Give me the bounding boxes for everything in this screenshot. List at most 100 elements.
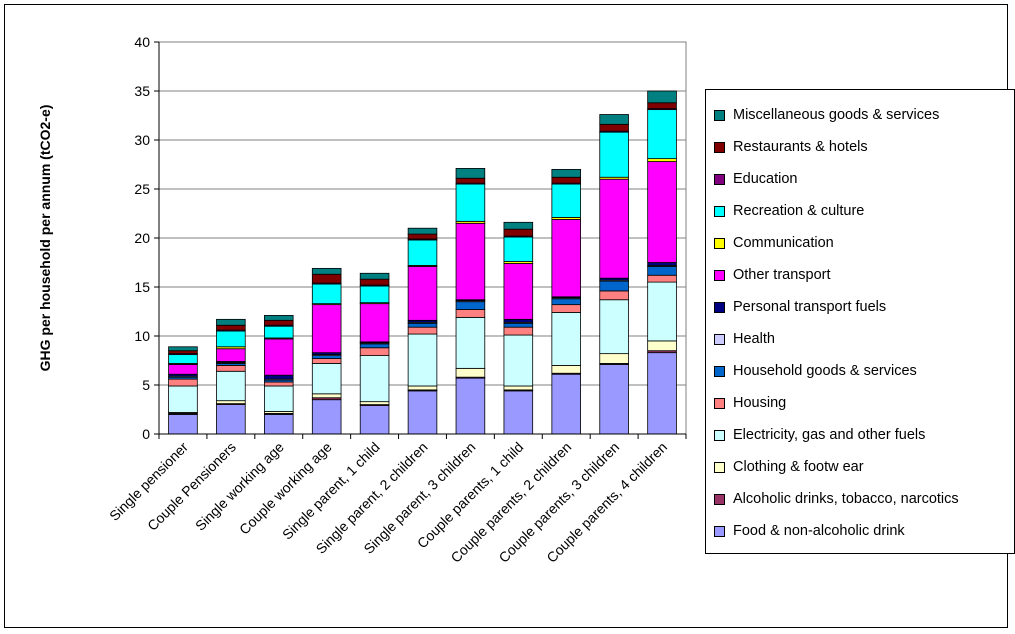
bar-segment bbox=[551, 298, 582, 306]
y-tick-label: 15 bbox=[134, 279, 150, 295]
bar-segment bbox=[407, 239, 438, 266]
bar-segment bbox=[168, 350, 198, 355]
bar-segment bbox=[359, 401, 390, 406]
bar-segment bbox=[168, 413, 198, 435]
legend-label: Housing bbox=[733, 395, 787, 411]
bar-segment bbox=[168, 385, 198, 413]
bar-segment bbox=[599, 114, 629, 125]
bar-segment bbox=[311, 355, 342, 359]
y-tick-label: 35 bbox=[134, 83, 150, 99]
bar-segment bbox=[359, 405, 390, 435]
bar-segment bbox=[455, 222, 486, 301]
legend-label: Restaurants & hotels bbox=[733, 139, 868, 155]
legend-item: Personal transport fuels bbox=[714, 297, 886, 317]
bar-segment bbox=[647, 274, 677, 283]
bar-segment bbox=[168, 364, 198, 375]
bar-stack bbox=[359, 272, 390, 435]
x-tick-label: Single pensioner bbox=[106, 439, 191, 524]
bar-segment bbox=[216, 364, 246, 372]
legend-label: Miscellaneous goods & services bbox=[733, 107, 940, 123]
legend-item: Health bbox=[714, 329, 775, 349]
bar-segment bbox=[455, 316, 486, 369]
bar-segment bbox=[503, 318, 534, 323]
legend-label: Clothing & footw ear bbox=[733, 459, 864, 475]
legend-swatch bbox=[714, 109, 725, 121]
legend-swatch bbox=[714, 493, 725, 505]
bar-segment bbox=[551, 312, 582, 366]
legend-label: Health bbox=[733, 331, 775, 347]
bar-segment bbox=[503, 390, 534, 435]
bar-segment bbox=[263, 374, 294, 380]
bar-segment bbox=[263, 315, 294, 321]
legend-label: Recreation & culture bbox=[733, 203, 865, 219]
legend-item: Miscellaneous goods & services bbox=[714, 105, 939, 125]
legend-label: Other transport bbox=[733, 267, 831, 283]
bar-stack bbox=[216, 318, 246, 435]
legend-label: Communication bbox=[733, 235, 834, 251]
bar-segment bbox=[599, 299, 629, 355]
bar-segment bbox=[503, 322, 534, 328]
legend-item: Education bbox=[714, 169, 798, 189]
legend-swatch bbox=[714, 525, 725, 537]
bar-segment bbox=[647, 340, 677, 352]
bar-segment bbox=[455, 301, 486, 310]
bar-segment bbox=[216, 400, 246, 405]
bar-segment bbox=[455, 168, 486, 179]
bar-segment bbox=[216, 330, 246, 348]
bar-segment bbox=[503, 385, 534, 391]
bar-segment bbox=[359, 347, 390, 357]
bar-segment bbox=[407, 227, 438, 235]
bar-segment bbox=[407, 266, 438, 321]
bar-stack bbox=[551, 168, 582, 435]
bar-segment bbox=[551, 218, 582, 298]
legend-item: Recreation & culture bbox=[714, 201, 864, 221]
legend-item: Food & non-alcoholic drink bbox=[714, 521, 905, 541]
bar-segment bbox=[407, 390, 438, 435]
bar-segment bbox=[263, 319, 294, 326]
bar-segment bbox=[599, 131, 629, 178]
bar-segment bbox=[551, 364, 582, 374]
x-tick-label: Couple Pensioners bbox=[144, 439, 239, 534]
legend-swatch bbox=[714, 269, 725, 281]
bar-stack bbox=[168, 346, 198, 435]
bar-segment bbox=[263, 325, 294, 339]
bar-segment bbox=[647, 102, 677, 110]
bar-segment bbox=[599, 290, 629, 301]
bar-segment bbox=[503, 221, 534, 230]
bar-segment bbox=[455, 367, 486, 378]
bar-segment bbox=[647, 281, 677, 342]
bar-segment bbox=[647, 352, 677, 435]
bar-segment bbox=[311, 363, 342, 395]
bar-segment bbox=[647, 109, 677, 160]
bar-segment bbox=[551, 304, 582, 313]
bar-segment bbox=[311, 283, 342, 305]
bar-segment bbox=[551, 176, 582, 184]
bar-segment bbox=[503, 263, 534, 320]
bar-segment bbox=[311, 393, 342, 399]
legend-item: Household goods & services bbox=[714, 361, 917, 381]
bar-segment bbox=[216, 324, 246, 331]
legend-swatch bbox=[714, 173, 725, 185]
bar-stack bbox=[311, 267, 342, 435]
bar-segment bbox=[599, 123, 629, 132]
bar-segment bbox=[407, 385, 438, 391]
bar-segment bbox=[216, 318, 246, 326]
y-tick-label: 40 bbox=[134, 34, 150, 50]
y-tick-label: 5 bbox=[142, 377, 150, 393]
legend-swatch bbox=[714, 397, 725, 409]
y-tick-label: 30 bbox=[134, 132, 150, 148]
bar-stack bbox=[647, 90, 677, 435]
legend-swatch bbox=[714, 237, 725, 249]
legend-item: Clothing & footw ear bbox=[714, 457, 864, 477]
y-axis-label: GHG per household per annum (tCO2-e) bbox=[37, 105, 53, 372]
bar-segment bbox=[647, 90, 677, 104]
bar-segment bbox=[551, 183, 582, 218]
bar-segment bbox=[263, 381, 294, 387]
x-tick-label: Single working age bbox=[192, 439, 287, 534]
y-axis-ticks: 0 5 10 15 20 25 30 35 40 bbox=[134, 34, 159, 442]
bar-segment bbox=[311, 267, 342, 275]
bar-stack bbox=[407, 227, 438, 435]
bar-segment bbox=[359, 343, 390, 349]
bar-segment bbox=[168, 354, 198, 364]
legend-swatch bbox=[714, 141, 725, 153]
